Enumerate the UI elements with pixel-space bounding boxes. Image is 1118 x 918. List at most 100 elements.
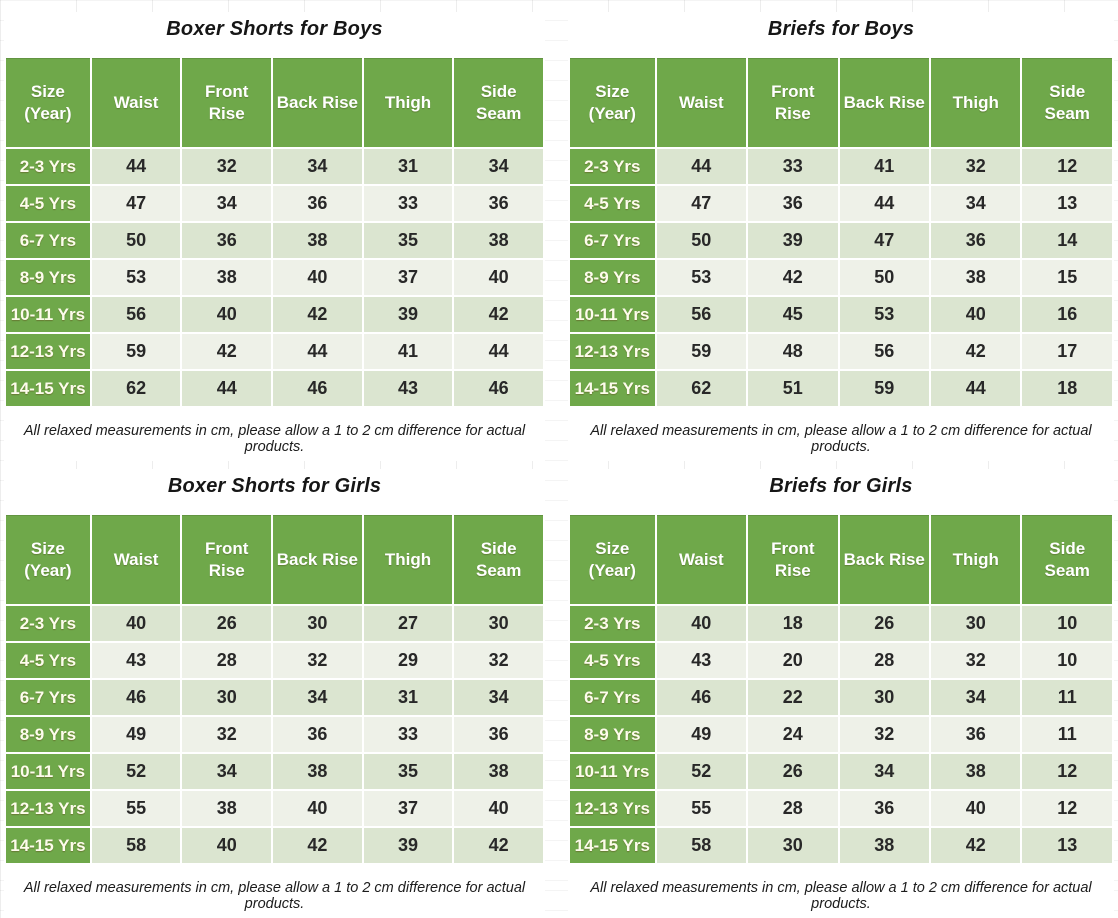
table-row: 14-15 Yrs 58 30 38 42 13 <box>570 828 1112 863</box>
table-row: 12-13 Yrs 55 38 40 37 40 <box>6 791 543 826</box>
size-cell: 38 <box>930 260 1021 295</box>
size-cell: 43 <box>656 643 747 678</box>
size-cell: 44 <box>182 371 272 406</box>
size-cell: 56 <box>839 334 929 369</box>
row-label: 10-11 Yrs <box>570 297 655 332</box>
row-label: 12-13 Yrs <box>570 791 655 826</box>
column-header: Waist <box>656 515 747 604</box>
size-cell: 48 <box>748 334 838 369</box>
size-cell: 47 <box>91 186 181 221</box>
size-table-boxer-shorts-boys: Size (Year) Waist Front Rise Back Rise Thigh Si… <box>4 56 545 408</box>
row-label: 2-3 Yrs <box>6 149 90 184</box>
size-cell: 49 <box>656 717 747 752</box>
size-cell: 31 <box>363 680 453 715</box>
table-row: 10-11 Yrs 52 34 38 35 38 <box>6 754 543 789</box>
size-cell: 12 <box>1022 791 1112 826</box>
table-row: 2-3 Yrs 40 26 30 27 30 <box>6 606 543 641</box>
size-cell: 40 <box>273 791 362 826</box>
row-label: 12-13 Yrs <box>6 334 90 369</box>
size-cell: 50 <box>656 223 747 258</box>
row-label: 4-5 Yrs <box>6 643 90 678</box>
table-header: Size (Year) Waist Front Rise Back Rise Thigh Si… <box>6 515 543 604</box>
row-label: 6-7 Yrs <box>570 223 655 258</box>
size-cell: 58 <box>656 828 747 863</box>
row-label: 6-7 Yrs <box>570 680 655 715</box>
size-cell: 44 <box>656 149 747 184</box>
size-cell: 18 <box>748 606 838 641</box>
size-cell: 11 <box>1022 717 1112 752</box>
size-cell: 30 <box>454 606 543 641</box>
size-cell: 29 <box>363 643 453 678</box>
row-label: 8-9 Yrs <box>570 260 655 295</box>
size-cell: 56 <box>656 297 747 332</box>
size-cell: 55 <box>91 791 181 826</box>
table-row: 8-9 Yrs 53 38 40 37 40 <box>6 260 543 295</box>
row-label: 14-15 Yrs <box>6 828 90 863</box>
column-header: Side Seam <box>454 515 543 604</box>
size-cell: 38 <box>273 754 362 789</box>
table-row: 12-13 Yrs 55 28 36 40 12 <box>570 791 1112 826</box>
size-cell: 27 <box>363 606 453 641</box>
table-row: 12-13 Yrs 59 48 56 42 17 <box>570 334 1112 369</box>
column-header: Back Rise <box>839 58 929 147</box>
column-header: Waist <box>656 58 747 147</box>
size-cell: 41 <box>363 334 453 369</box>
table-row: 10-11 Yrs 52 26 34 38 12 <box>570 754 1112 789</box>
row-label: 12-13 Yrs <box>6 791 90 826</box>
size-cell: 52 <box>656 754 747 789</box>
size-cell: 42 <box>454 828 543 863</box>
size-cell: 11 <box>1022 680 1112 715</box>
row-label: 6-7 Yrs <box>6 223 90 258</box>
size-cell: 39 <box>363 828 453 863</box>
table-body: 2-3 Yrs 44 33 41 32 12 4-5 Yrs 47 36 44 34 13 6-7 Yr… <box>570 149 1112 406</box>
size-cell: 55 <box>656 791 747 826</box>
size-cell: 44 <box>930 371 1021 406</box>
column-header: Front Rise <box>748 515 838 604</box>
size-cell: 31 <box>363 149 453 184</box>
table-title: Boxer Shorts for Girls <box>167 475 382 497</box>
row-label: 4-5 Yrs <box>570 643 655 678</box>
table-row: 6-7 Yrs 50 36 38 35 38 <box>6 223 543 258</box>
table-row: 4-5 Yrs 43 20 28 32 10 <box>570 643 1112 678</box>
size-cell: 30 <box>182 680 272 715</box>
panel-boxer-shorts-girls: Boxer Shorts for Girls Size (Year) Waist Fr… <box>4 469 545 918</box>
size-cell: 36 <box>930 717 1021 752</box>
size-cell: 34 <box>182 186 272 221</box>
column-header: Front Rise <box>182 515 272 604</box>
size-cell: 33 <box>363 186 453 221</box>
size-cell: 20 <box>748 643 838 678</box>
size-cell: 33 <box>748 149 838 184</box>
size-cell: 15 <box>1022 260 1112 295</box>
size-cell: 35 <box>363 754 453 789</box>
size-cell: 12 <box>1022 754 1112 789</box>
column-header: Size (Year) <box>570 515 655 604</box>
column-header: Side Seam <box>454 58 543 147</box>
size-cell: 39 <box>363 297 453 332</box>
size-cell: 35 <box>363 223 453 258</box>
size-cell: 28 <box>182 643 272 678</box>
size-cell: 42 <box>748 260 838 295</box>
size-cell: 30 <box>930 606 1021 641</box>
row-label: 8-9 Yrs <box>6 260 90 295</box>
table-row: 4-5 Yrs 47 34 36 33 36 <box>6 186 543 221</box>
size-cell: 22 <box>748 680 838 715</box>
table-body: 2-3 Yrs 40 18 26 30 10 4-5 Yrs 43 20 28 32 10 6-7 Yr… <box>570 606 1112 863</box>
column-header: Back Rise <box>273 58 362 147</box>
column-header: Waist <box>91 515 181 604</box>
panel-briefs-boys: Briefs for Boys Size (Year) Waist Front Rise… <box>568 12 1114 461</box>
size-cell: 37 <box>363 791 453 826</box>
size-cell: 10 <box>1022 643 1112 678</box>
table-footnote: All relaxed measurements in cm, please a… <box>23 423 526 455</box>
row-label: 4-5 Yrs <box>6 186 90 221</box>
column-header: Size (Year) <box>6 515 90 604</box>
size-cell: 34 <box>839 754 929 789</box>
size-cell: 36 <box>182 223 272 258</box>
size-cell: 28 <box>839 643 929 678</box>
size-cell: 62 <box>91 371 181 406</box>
size-cell: 36 <box>273 717 362 752</box>
size-cell: 12 <box>1022 149 1112 184</box>
size-cell: 38 <box>454 223 543 258</box>
column-header: Waist <box>91 58 181 147</box>
size-cell: 40 <box>273 260 362 295</box>
size-cell: 47 <box>656 186 747 221</box>
